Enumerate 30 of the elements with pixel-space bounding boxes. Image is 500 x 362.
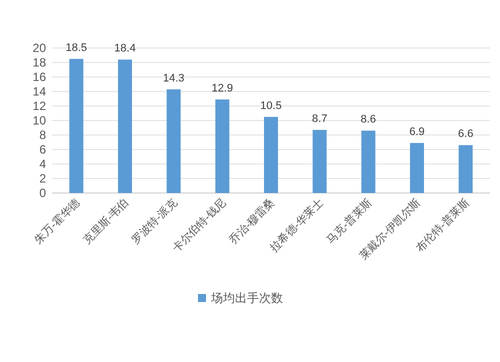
y-tick-label: 10 (32, 114, 46, 128)
y-tick-label: 20 (32, 41, 46, 55)
bar (264, 116, 278, 193)
bar (69, 58, 84, 193)
data-label: 6.6 (458, 128, 474, 140)
bar (215, 99, 230, 193)
y-tick-label: 18 (32, 56, 46, 70)
y-tick-label: 16 (32, 70, 46, 84)
x-tick-label: 克里斯-韦伯 (80, 196, 132, 247)
bar (410, 142, 424, 193)
data-label: 10.5 (260, 100, 282, 112)
y-tick-label: 12 (32, 99, 46, 113)
data-label: 6.9 (409, 126, 425, 138)
data-label: 12.9 (212, 82, 234, 94)
y-tick-label: 4 (39, 157, 46, 171)
data-label: 18.5 (66, 42, 88, 54)
bar (312, 130, 327, 193)
legend-label: 场均出手次数 (210, 291, 283, 305)
data-label: 18.4 (114, 42, 136, 55)
bar (118, 60, 132, 193)
bar (458, 145, 473, 193)
bar (166, 89, 181, 193)
bar (361, 130, 376, 193)
data-label: 8.7 (312, 112, 328, 125)
y-tick-label: 6 (39, 142, 46, 156)
y-tick-label: 8 (39, 128, 46, 142)
y-tick-label: 14 (32, 84, 46, 98)
y-tick-label: 2 (39, 172, 46, 186)
data-label: 8.6 (360, 114, 376, 126)
data-label: 14.3 (162, 72, 184, 84)
